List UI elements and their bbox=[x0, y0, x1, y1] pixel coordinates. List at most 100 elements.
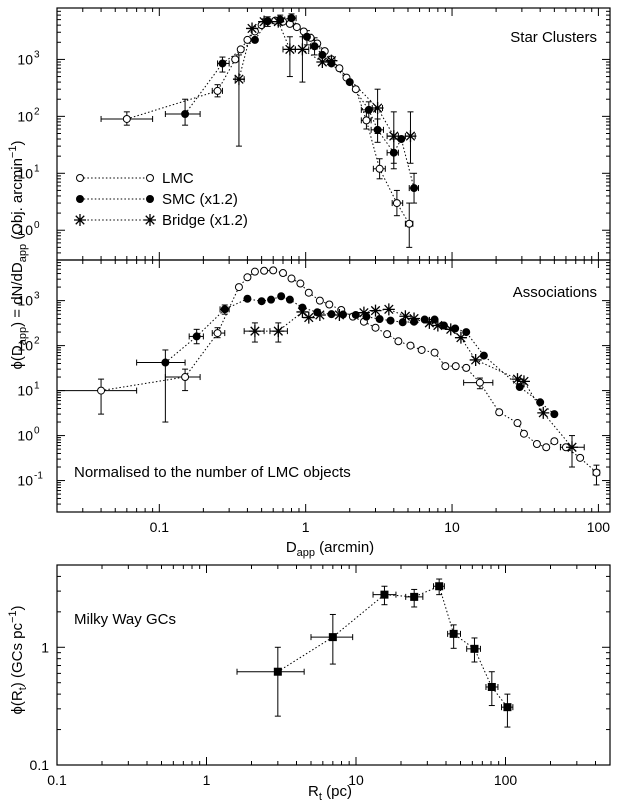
y-tick-label: 10 bbox=[17, 165, 33, 181]
data-point-smc bbox=[192, 332, 201, 341]
data-point-bridge bbox=[517, 375, 530, 388]
y-tick-label-base: 10 bbox=[17, 473, 33, 489]
data-point-smc bbox=[373, 125, 382, 134]
data-point-lmc bbox=[231, 55, 240, 64]
y-axis-label-shared: ϕ(Dapp) = dN/dDapp (Obj. arcmin−1) bbox=[7, 141, 29, 370]
data-point-lmc bbox=[181, 373, 190, 382]
legend-entry-lmc bbox=[76, 174, 154, 182]
y-tick-label-base: 10 bbox=[17, 108, 33, 124]
legend-label-lmc: LMC bbox=[162, 170, 194, 187]
data-point-lmc bbox=[430, 348, 439, 357]
data-point-lmc bbox=[287, 274, 296, 283]
data-point-lmc bbox=[236, 45, 245, 54]
y-tick-label-exponent: 1 bbox=[34, 163, 40, 174]
data-point-smc bbox=[267, 295, 276, 304]
data-point-smc bbox=[479, 351, 488, 360]
data-point-lmc bbox=[234, 283, 243, 292]
x-tick-label: 100 bbox=[494, 772, 518, 788]
data-point-smc bbox=[397, 135, 406, 144]
x-axis-label-bottom: Rt (pc) bbox=[308, 783, 352, 803]
data-point-milky-way-gcs bbox=[487, 682, 496, 691]
data-point-bridge bbox=[444, 323, 457, 336]
data-point-smc bbox=[515, 383, 524, 392]
legend-label-bridge: Bridge (x1.2) bbox=[162, 212, 248, 229]
legend-marker bbox=[146, 174, 154, 182]
y-tick-label: 10 bbox=[17, 51, 33, 67]
data-point-bridge bbox=[283, 43, 296, 56]
y-tick-label: 10 bbox=[17, 222, 33, 238]
data-point-milky-way-gcs bbox=[273, 667, 282, 676]
y-tick-label: 10 bbox=[17, 383, 33, 399]
data-point-smc bbox=[287, 14, 296, 23]
data-point-lmc bbox=[250, 267, 259, 276]
data-point-lmc bbox=[383, 330, 392, 339]
data-point-lmc bbox=[532, 439, 541, 448]
data-point-smc bbox=[386, 316, 395, 325]
data-point-lmc bbox=[550, 437, 559, 446]
x-tick-label: 10 bbox=[444, 519, 460, 535]
data-point-lmc bbox=[475, 378, 484, 387]
data-point-smc bbox=[220, 305, 229, 314]
series-line-bridge bbox=[238, 21, 411, 137]
data-point-smc bbox=[218, 59, 227, 68]
data-point-lmc bbox=[462, 363, 471, 372]
data-point-smc bbox=[550, 410, 559, 419]
y-tick-label-exponent: -1 bbox=[34, 471, 43, 482]
legend-entry-bridge bbox=[74, 214, 156, 226]
data-point-milky-way-gcs bbox=[435, 582, 444, 591]
data-point-bridge bbox=[333, 308, 346, 321]
data-point-smc bbox=[389, 148, 398, 157]
y-tick-label-base: 10 bbox=[17, 293, 33, 309]
data-point-smc bbox=[277, 292, 286, 301]
x-tick-label: 1 bbox=[302, 519, 310, 535]
data-point-bridge bbox=[399, 310, 412, 323]
data-point-bridge bbox=[565, 441, 578, 454]
data-point-bridge bbox=[325, 54, 338, 67]
data-point-lmc bbox=[417, 345, 426, 354]
data-point-milky-way-gcs bbox=[328, 633, 337, 642]
data-point-lmc bbox=[260, 266, 269, 275]
data-point-bridge bbox=[272, 325, 285, 338]
data-point-lmc bbox=[405, 219, 414, 228]
y-tick-label-exponent: 3 bbox=[34, 49, 40, 60]
data-point-lmc bbox=[519, 429, 528, 438]
data-point-bridge bbox=[469, 353, 482, 366]
legend-marker bbox=[146, 195, 154, 203]
data-point-lmc bbox=[122, 114, 131, 123]
y-tick-label-base: 10 bbox=[17, 165, 33, 181]
y-tick-label-exponent: 3 bbox=[34, 291, 40, 302]
x-tick-label: 100 bbox=[587, 519, 611, 535]
data-point-lmc bbox=[292, 23, 301, 32]
y-tick-label-exponent: 1 bbox=[34, 381, 40, 392]
data-point-bridge bbox=[382, 303, 395, 316]
data-point-lmc bbox=[576, 453, 585, 462]
y-tick-label: 10 bbox=[17, 338, 33, 354]
y-tick-label-base: 10 bbox=[17, 222, 33, 238]
x-tick-label: 10 bbox=[348, 772, 364, 788]
panel-label-star-clusters: Star Clusters bbox=[510, 29, 597, 46]
y-tick-label-exponent: 2 bbox=[34, 106, 40, 117]
data-point-smc bbox=[243, 294, 252, 303]
data-point-smc bbox=[181, 109, 190, 118]
data-point-bridge bbox=[423, 316, 436, 329]
data-point-bridge bbox=[537, 406, 550, 419]
y-tick-label-base: 10 bbox=[17, 338, 33, 354]
data-point-lmc bbox=[315, 296, 324, 305]
y-tick-label: 1 bbox=[41, 639, 49, 655]
y-axis-label-bottom: ϕ(Rt) (GCs pc−1) bbox=[7, 605, 29, 714]
normalisation-note: Normalised to the number of LMC objects bbox=[74, 464, 351, 481]
data-point-lmc bbox=[304, 288, 313, 297]
data-point-bridge bbox=[371, 102, 384, 115]
data-point-bridge bbox=[246, 22, 259, 35]
data-point-smc bbox=[302, 32, 311, 41]
data-point-milky-way-gcs bbox=[410, 592, 419, 601]
legend-marker bbox=[74, 214, 86, 226]
data-point-lmc bbox=[351, 85, 360, 94]
data-point-bridge bbox=[511, 373, 524, 386]
data-point-bridge bbox=[258, 15, 271, 28]
data-point-bridge bbox=[408, 312, 421, 325]
data-point-lmc bbox=[513, 419, 522, 428]
legend-label-smc: SMC (x1.2) bbox=[162, 191, 238, 208]
